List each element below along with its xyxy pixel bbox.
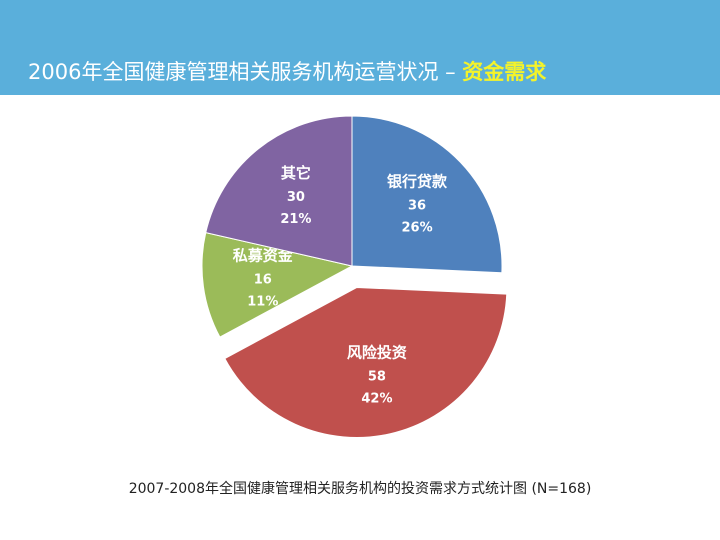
pie-slice-venture-capital [224,286,508,438]
slice-value-private-equity: 16 [254,273,272,288]
slice-label-other: 其它 [281,164,311,182]
slice-value-bank-loan: 36 [408,198,426,213]
slice-percent-private-equity: 11% [247,295,278,310]
title-bar: 2006年全国健康管理相关服务机构运营状况 – 资金需求 [0,0,720,95]
page-title: 2006年全国健康管理相关服务机构运营状况 – 资金需求 [28,56,546,86]
slice-value-venture-capital: 58 [368,370,386,385]
chart-caption: 2007-2008年全国健康管理相关服务机构的投资需求方式统计图 (N=168) [128,481,592,497]
pie-chart: 银行贷款 36 26% 风险投资 58 42% 私募资金 16 11% 其它 30 21% [201,115,508,438]
title-highlight-text: 资金需求 [462,60,547,84]
pie-slice-bank-loan [351,115,503,274]
slice-percent-venture-capital: 42% [361,392,392,407]
title-main-text: 2006年全国健康管理相关服务机构运营状况 – [28,60,463,84]
slice-label-bank-loan: 银行贷款 [387,172,448,190]
slice-label-venture-capital: 风险投资 [347,344,407,362]
slice-percent-bank-loan: 26% [401,220,432,235]
slice-value-other: 30 [287,190,305,205]
slice-percent-other: 21% [280,212,311,227]
pie-slice-other [205,115,353,267]
pie-slice-private-equity [201,232,354,338]
slice-label-private-equity: 私募资金 [232,247,294,265]
